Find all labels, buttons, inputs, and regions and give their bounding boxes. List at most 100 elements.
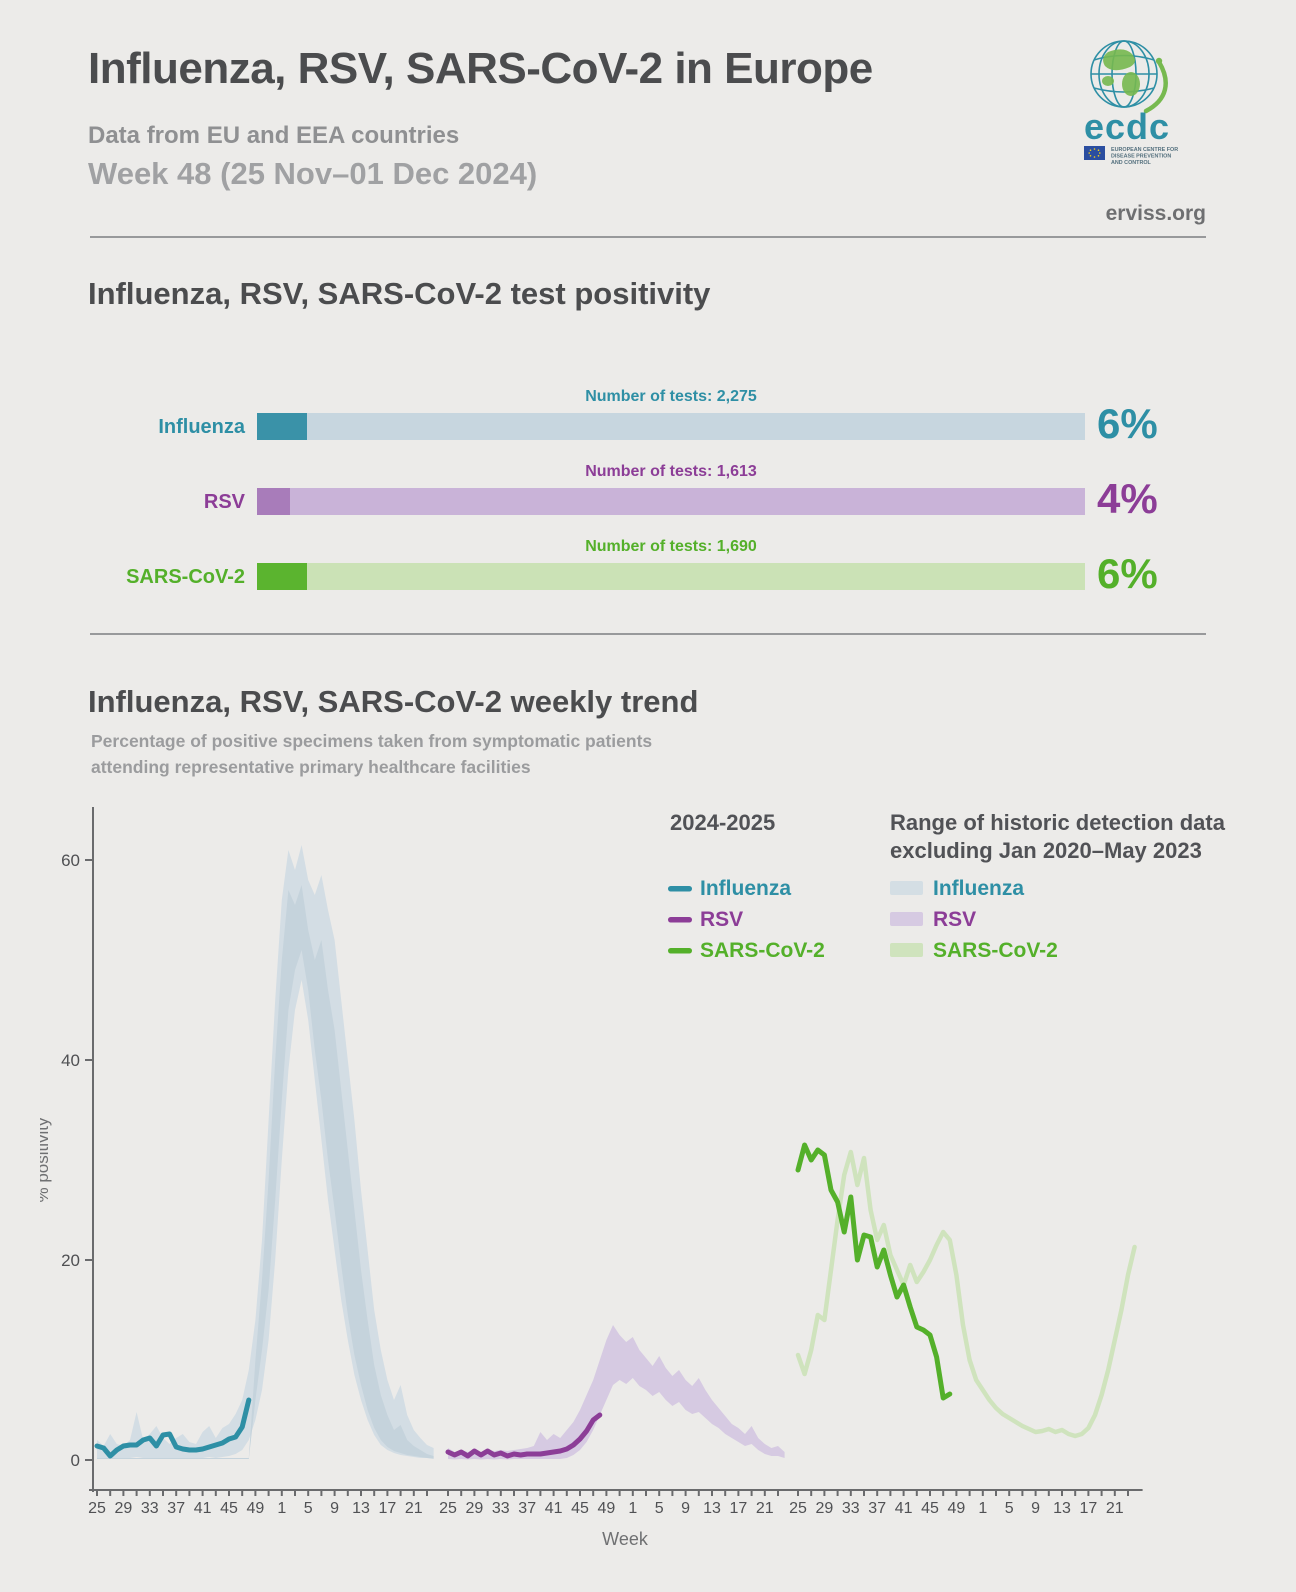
x-tick-label: 13	[703, 1500, 721, 1517]
legend-label: RSV	[700, 908, 743, 931]
x-axis-panel-1: 25 29 33 37 41 45 49 1 5 9 13 17 21	[88, 1489, 442, 1517]
x-tick-label: 41	[895, 1500, 913, 1517]
positivity-title: Influenza, RSV, SARS-CoV-2 test positivi…	[88, 276, 711, 311]
x-tick-label: 49	[598, 1500, 616, 1517]
influenza-historic-band	[97, 845, 434, 1459]
ecdc-tagline-3: AND CONTROL	[1111, 160, 1152, 166]
positivity-bar-fill	[257, 488, 291, 515]
leaf-swoosh-icon	[1143, 59, 1168, 114]
x-tick-label: 45	[220, 1500, 238, 1517]
x-tick-label: 17	[1080, 1500, 1098, 1517]
globe-landmass	[1102, 49, 1140, 96]
x-axis-panel-3: 25 29 33 37 41 45 49 1 5 9 13 17 21	[789, 1489, 1143, 1517]
positivity-value: 6%	[1097, 550, 1158, 597]
number-of-tests-label: Number of tests: 1,690	[585, 538, 757, 555]
positivity-bar-track	[257, 413, 1085, 440]
number-of-tests-label: Number of tests: 2,275	[585, 388, 757, 405]
x-tick-label: 25	[88, 1500, 106, 1517]
x-tick-label: 9	[1031, 1500, 1040, 1517]
influenza-current-line	[94, 1397, 252, 1459]
x-tick-label: 17	[379, 1500, 397, 1517]
legend-line-swatch-influenza	[668, 886, 692, 892]
header-subtitle: Data from EU and EEA countries	[88, 122, 460, 149]
x-tick-label: 5	[304, 1500, 313, 1517]
x-tick-label: 41	[545, 1500, 563, 1517]
x-tick-label: 37	[518, 1500, 536, 1517]
positivity-rows: Influenza Number of tests: 2,275 6% RSV Numb…	[88, 386, 1248, 626]
x-tick-label: 49	[247, 1500, 265, 1517]
positivity-row-sars-cov-2: SARS-CoV-2 Number of tests: 1,690 6%	[88, 536, 1248, 606]
x-tick-label: 25	[439, 1500, 457, 1517]
rsv-historic-band	[448, 1325, 785, 1460]
eu-flag-stars	[1088, 148, 1101, 158]
legend-historic-range: Range of historic detection data excludin…	[890, 810, 1226, 962]
y-tick-label: 40	[61, 1051, 80, 1070]
x-tick-label: 21	[1106, 1500, 1124, 1517]
trend-subtitle-line-1: Percentage of positive specimens taken f…	[91, 731, 653, 751]
legend-band-swatch-rsv	[890, 912, 923, 926]
legend-band-swatch-sars-cov-2	[890, 943, 923, 957]
x-tick-label: 13	[352, 1500, 370, 1517]
x-tick-label: 5	[655, 1500, 664, 1517]
y-axis: 0 20 40 60 % positivity	[40, 807, 94, 1492]
x-axis-title: Week	[602, 1529, 649, 1549]
x-tick-label: 49	[948, 1500, 966, 1517]
legend-label: Influenza	[933, 877, 1024, 900]
influenza-historic-band-inner	[97, 885, 434, 1459]
page-title: Influenza, RSV, SARS-CoV-2 in Europe	[88, 44, 873, 93]
x-axis-panel-2: 25 29 33 37 41 45 49 1 5 9 13 17 21	[439, 1489, 793, 1517]
x-tick-label: 25	[789, 1500, 807, 1517]
positivity-row-influenza: Influenza Number of tests: 2,275 6%	[88, 386, 1248, 456]
legend-line-swatch-sars-cov-2	[668, 948, 692, 954]
ecdc-tagline-2: DISEASE PREVENTION	[1111, 154, 1171, 160]
x-tick-label: 29	[115, 1500, 133, 1517]
x-tick-label: 45	[921, 1500, 939, 1517]
x-tick-label: 33	[141, 1500, 159, 1517]
sars-cov-2-current-line	[795, 1142, 953, 1401]
trend-subtitle: Percentage of positive specimens taken f…	[91, 728, 652, 780]
positivity-row-label: Influenza	[158, 416, 245, 438]
x-tick-label: 41	[194, 1500, 212, 1517]
positivity-row-label: RSV	[203, 491, 245, 513]
y-tick-label: 0	[71, 1451, 80, 1470]
rsv-current-line	[445, 1412, 603, 1459]
divider	[90, 236, 1206, 238]
legend-historic-title-2: excluding Jan 2020–May 2023	[890, 838, 1202, 863]
x-tick-label: 37	[167, 1500, 185, 1517]
positivity-value: 4%	[1097, 475, 1158, 522]
positivity-bar-track	[257, 488, 1085, 515]
y-axis-title: % positivity	[40, 1117, 52, 1203]
divider	[90, 633, 1206, 635]
x-tick-label: 33	[842, 1500, 860, 1517]
legend-historic-title-1: Range of historic detection data	[890, 810, 1226, 835]
x-tick-label: 29	[466, 1500, 484, 1517]
y-tick-label: 20	[61, 1251, 80, 1270]
positivity-bar-fill	[257, 563, 307, 590]
x-tick-label: 21	[756, 1500, 774, 1517]
leaf-dot	[1155, 57, 1163, 65]
ecdc-logo-graphic: ecdc EUROPEAN CENTRE FOR DISEASE PREVENT…	[1084, 40, 1178, 166]
ecdc-wordmark: ecdc	[1084, 106, 1170, 147]
site-link[interactable]: erviss.org	[1105, 202, 1206, 225]
panel-sars-cov-2	[795, 1142, 1137, 1439]
x-tick-label: 17	[730, 1500, 748, 1517]
legend-label: SARS-CoV-2	[933, 939, 1058, 962]
trend-subtitle-line-2: attending representative primary healthc…	[91, 757, 531, 777]
x-tick-label: 1	[978, 1500, 987, 1517]
positivity-bar-fill	[257, 413, 307, 440]
x-tick-label: 37	[868, 1500, 886, 1517]
x-tick-label: 29	[816, 1500, 834, 1517]
x-tick-label: 33	[492, 1500, 510, 1517]
weekly-trend-chart: 0 20 40 60 % positivity 25 29 33 37 41 45 49 1 5 9 13 17…	[40, 807, 1226, 1549]
legend-current-title: 2024-2025	[670, 810, 775, 835]
eu-flag-icon	[1084, 146, 1105, 160]
positivity-row-label: SARS-CoV-2	[126, 566, 245, 588]
legend-label: Influenza	[700, 877, 791, 900]
legend-band-swatch-influenza	[890, 881, 923, 895]
legend-label: SARS-CoV-2	[700, 939, 825, 962]
trend-title: Influenza, RSV, SARS-CoV-2 weekly trend	[88, 684, 699, 719]
number-of-tests-label: Number of tests: 1,613	[585, 463, 757, 480]
y-tick-label: 60	[61, 851, 80, 870]
x-tick-label: 1	[277, 1500, 286, 1517]
